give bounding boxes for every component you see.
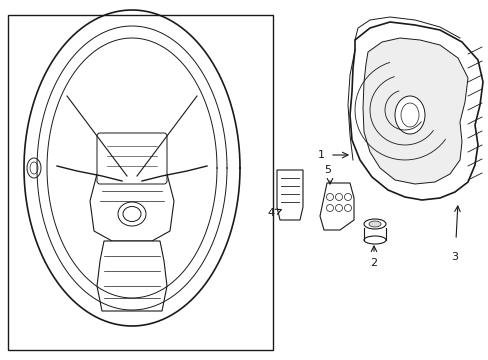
Polygon shape bbox=[90, 164, 174, 241]
FancyBboxPatch shape bbox=[97, 133, 167, 184]
Ellipse shape bbox=[118, 202, 146, 226]
Text: 1: 1 bbox=[317, 150, 325, 160]
Polygon shape bbox=[362, 38, 467, 184]
Ellipse shape bbox=[30, 162, 38, 174]
Polygon shape bbox=[276, 170, 303, 220]
Circle shape bbox=[335, 193, 342, 201]
Polygon shape bbox=[319, 183, 353, 230]
Text: 3: 3 bbox=[450, 252, 458, 262]
Ellipse shape bbox=[363, 219, 385, 229]
Bar bbox=[8, 15, 272, 350]
Text: 2: 2 bbox=[370, 258, 377, 268]
Ellipse shape bbox=[123, 207, 141, 221]
Ellipse shape bbox=[400, 103, 418, 127]
Circle shape bbox=[335, 204, 342, 211]
Circle shape bbox=[344, 204, 351, 211]
Polygon shape bbox=[97, 241, 167, 311]
Circle shape bbox=[344, 193, 351, 201]
Circle shape bbox=[326, 204, 333, 211]
Ellipse shape bbox=[363, 236, 385, 244]
Ellipse shape bbox=[394, 96, 424, 134]
Text: 4: 4 bbox=[267, 208, 274, 218]
Circle shape bbox=[326, 193, 333, 201]
Polygon shape bbox=[349, 22, 482, 200]
Ellipse shape bbox=[27, 158, 41, 178]
Text: 5: 5 bbox=[324, 165, 331, 175]
Ellipse shape bbox=[368, 221, 380, 227]
